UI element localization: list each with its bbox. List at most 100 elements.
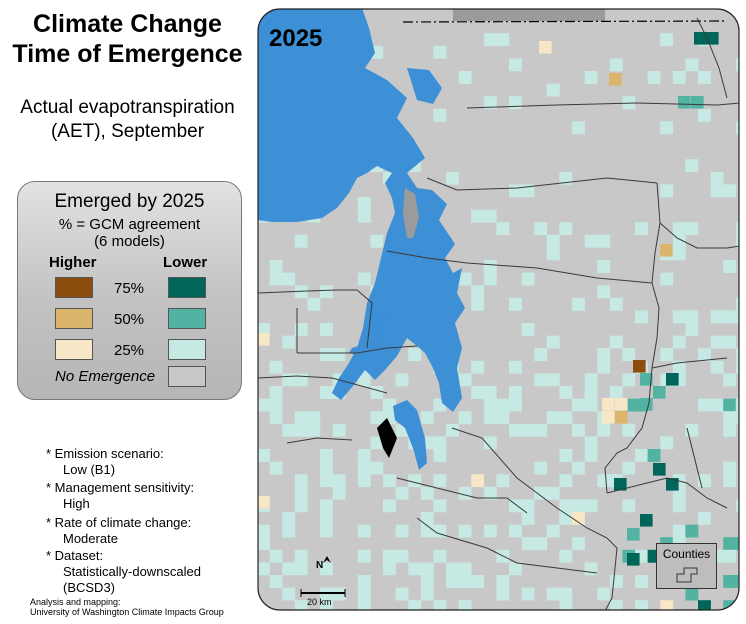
legend-swatch-higher-50 [55,308,93,329]
emergence-cell [546,411,560,425]
emergence-cell [282,335,296,349]
upper-estuary-water [407,68,442,104]
emergence-cell [622,373,636,387]
emergence-cell [559,171,573,185]
map-canvas [257,8,740,611]
emergence-cell [559,449,573,462]
emergence-cell [395,486,409,500]
emergence-cell [471,209,485,223]
legend-swatch-lower-25 [168,339,206,360]
emergence-cell [521,512,535,525]
legend-swatch-lower-75 [168,277,206,298]
emergence-cell [597,260,611,273]
emergence-cell [509,96,522,110]
emergence-cell [559,386,573,399]
emergence-cell [509,499,522,513]
emergence-cell [483,524,497,538]
emergence-cell [408,562,422,576]
legend-higher-header: Higher [49,254,97,271]
emergence-cell [559,587,573,601]
emergence-cell [509,562,522,576]
note-emission-label: Emission scenario: [54,446,164,461]
emergence-cell [660,33,674,47]
emergence-cell [294,411,308,425]
emergence-cell [269,549,283,563]
emergence-cell [672,71,686,84]
emergence-cell [320,285,333,299]
emergence-cell [521,537,535,551]
emergence-cell [458,524,472,538]
emergence-cell [534,423,548,437]
emergence-cell [294,423,308,437]
emergence-cell [710,360,724,374]
emergence-cell [483,260,497,273]
emergence-cell [357,600,371,610]
emergence-cell [640,398,653,411]
international-border [402,20,728,23]
emergence-cell [584,234,598,248]
emergence-cell [685,222,699,236]
emergence-cell [433,474,447,488]
legend-swatch-higher-75 [55,277,93,298]
emergence-cell [395,587,409,601]
emergence-cell [496,474,510,488]
emergence-cell [258,398,270,412]
emergence-cell [483,33,497,47]
emergence-cell [672,360,686,374]
emergence-cell [320,386,333,399]
emergence-cell [635,449,648,462]
emergence-cell [584,71,598,84]
emergence-cell [735,499,739,513]
map-border [257,8,740,611]
emergence-cell [483,272,497,286]
emergence-cell [559,474,573,488]
emergence-cell [471,474,485,488]
emergence-cell [546,373,560,387]
emergence-cell [320,587,333,601]
emergence-cell [685,310,699,324]
emergence-cell [546,486,560,500]
emergence-cell [258,496,270,509]
legend-swatch-no-emergence [168,366,206,387]
emergence-cell [483,486,497,500]
emergence-cell [678,96,691,109]
emergence-cell [320,449,333,462]
emergence-cell [269,272,283,286]
emergence-cell [357,461,371,475]
emergence-cell [660,244,673,257]
emergence-cell [546,587,560,601]
emergence-cell [320,323,333,336]
emergence-cell [723,423,737,437]
emergence-cell [534,461,548,475]
no-data-band [453,9,605,21]
emergence-cell [521,272,535,286]
emergence-cell [647,71,661,84]
emergence-cell [622,348,636,362]
emergence-cell [685,159,699,173]
emergence-cell [534,222,548,236]
emergence-cell [723,575,737,588]
emergence-cell [458,71,472,84]
emergence-cell [572,297,585,311]
emergence-cell [710,171,724,185]
emergence-cell [546,83,560,97]
emergence-cell [672,234,686,248]
emergence-cell [597,348,611,362]
emergence-cell [433,45,447,59]
emergence-cell [559,512,573,525]
emergence-cell [609,73,622,86]
emergence-cell [723,549,737,563]
note-dataset: * Dataset: Statistically-downscaled (BCS… [46,548,202,595]
emergence-cell [615,398,628,411]
counties-toggle[interactable]: Counties [656,543,717,589]
emergence-cell [332,423,346,437]
emergence-cell [706,32,719,45]
emergence-cell [357,549,371,563]
emergence-cell [597,234,611,248]
emergence-cell [559,499,573,513]
emergence-cell [735,348,739,362]
emergence-cell [282,587,296,601]
emergence-cell [627,553,640,566]
emergence-cell [723,310,737,324]
emergence-cell [458,411,472,425]
